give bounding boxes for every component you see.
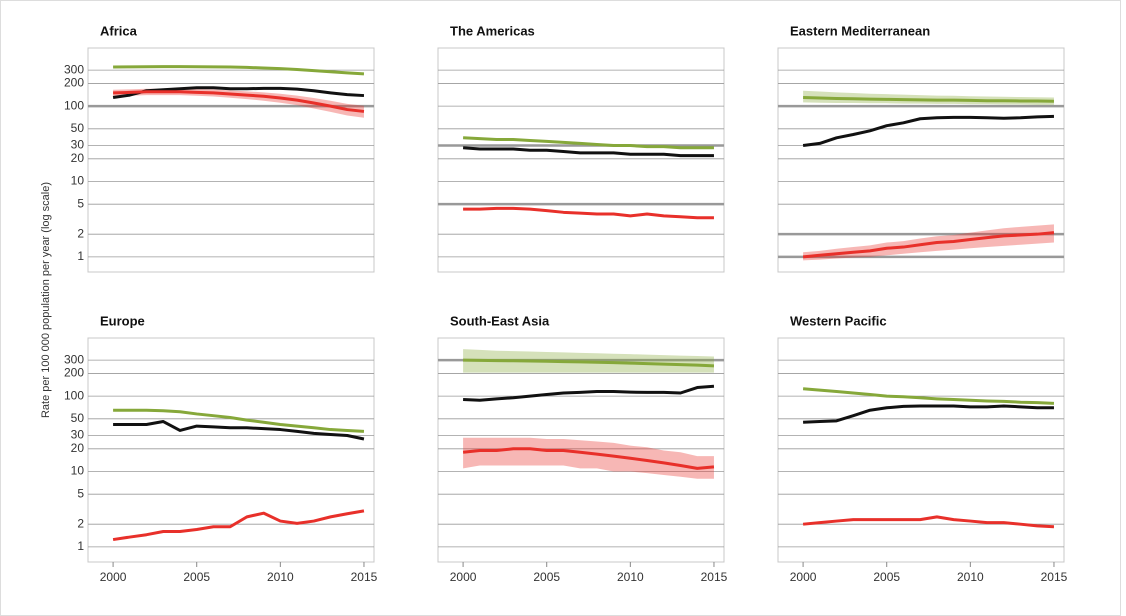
series-line xyxy=(113,420,365,441)
series-line xyxy=(112,86,365,100)
plot-border xyxy=(87,47,375,273)
y-tick-label: 30 xyxy=(71,138,85,152)
panel: The Americas xyxy=(437,23,725,273)
series-line xyxy=(462,146,714,158)
y-tick-label: 2 xyxy=(77,516,84,530)
panel: South-East Asia 2000 2005 2010 2015 xyxy=(437,313,728,584)
y-tick-label: 50 xyxy=(71,411,85,425)
y-tick-label: 200 xyxy=(64,366,84,380)
series-line xyxy=(802,114,1055,148)
series-line xyxy=(462,447,715,470)
y-tick-label: 100 xyxy=(64,388,84,402)
plot-border xyxy=(87,337,375,563)
y-tick-label: 1 xyxy=(77,249,84,263)
y-tick-label: 30 xyxy=(71,428,85,442)
x-tick-label: 2010 xyxy=(267,570,294,584)
y-tick-label: 2 xyxy=(77,226,84,240)
y-tick-label: 10 xyxy=(71,174,85,188)
uncertainty-band xyxy=(463,437,714,479)
panel: Western Pacific 2000 2005 2010 2015 xyxy=(777,313,1068,584)
series-line xyxy=(803,96,1054,103)
x-tick-label: 2000 xyxy=(450,570,477,584)
y-tick-label: 5 xyxy=(77,486,84,500)
y-tick-label: 300 xyxy=(64,62,84,76)
series-line xyxy=(113,90,365,113)
series-line xyxy=(803,404,1054,424)
x-tick-label: 2000 xyxy=(790,570,817,584)
series-line xyxy=(463,136,714,150)
y-tick-label: 200 xyxy=(64,76,84,90)
y-tick-label: 10 xyxy=(71,464,85,478)
y-axis-label: Rate per 100 000 population per year (lo… xyxy=(40,182,52,418)
series-line xyxy=(112,509,365,542)
panel-title: Eastern Mediterranean xyxy=(790,23,930,38)
plot-border xyxy=(777,47,1065,273)
x-tick-label: 2005 xyxy=(183,570,210,584)
plot-border xyxy=(437,47,725,273)
plot-border xyxy=(437,337,725,563)
series-line xyxy=(802,515,1055,529)
y-tick-label: 50 xyxy=(71,121,85,135)
plot-border xyxy=(777,337,1065,563)
panel-title: Europe xyxy=(100,313,145,328)
series-line xyxy=(113,408,365,433)
x-tick-label: 2015 xyxy=(1041,570,1068,584)
panel-title: Western Pacific xyxy=(790,313,887,328)
series-line xyxy=(113,65,365,76)
y-tick-label: 1 xyxy=(77,539,84,553)
series-line xyxy=(802,231,1055,259)
x-tick-label: 2015 xyxy=(701,570,728,584)
series-line xyxy=(463,384,715,402)
y-tick-label: 20 xyxy=(71,441,85,455)
x-tick-label: 2015 xyxy=(351,570,378,584)
series-line xyxy=(463,358,715,368)
y-tick-label: 5 xyxy=(77,196,84,210)
panel: Eastern Mediterranean xyxy=(777,23,1065,273)
series-line xyxy=(463,206,714,220)
y-tick-label: 300 xyxy=(64,352,84,366)
x-tick-label: 2000 xyxy=(100,570,127,584)
x-tick-label: 2005 xyxy=(533,570,560,584)
panel-title: The Americas xyxy=(450,23,535,38)
series-line xyxy=(802,387,1055,405)
y-tick-label: 20 xyxy=(71,151,85,165)
panel-title: Africa xyxy=(100,23,138,38)
x-tick-label: 2010 xyxy=(957,570,984,584)
x-tick-label: 2010 xyxy=(617,570,644,584)
x-tick-label: 2005 xyxy=(873,570,900,584)
y-tick-label: 100 xyxy=(64,98,84,112)
panel-title: South-East Asia xyxy=(450,313,550,328)
